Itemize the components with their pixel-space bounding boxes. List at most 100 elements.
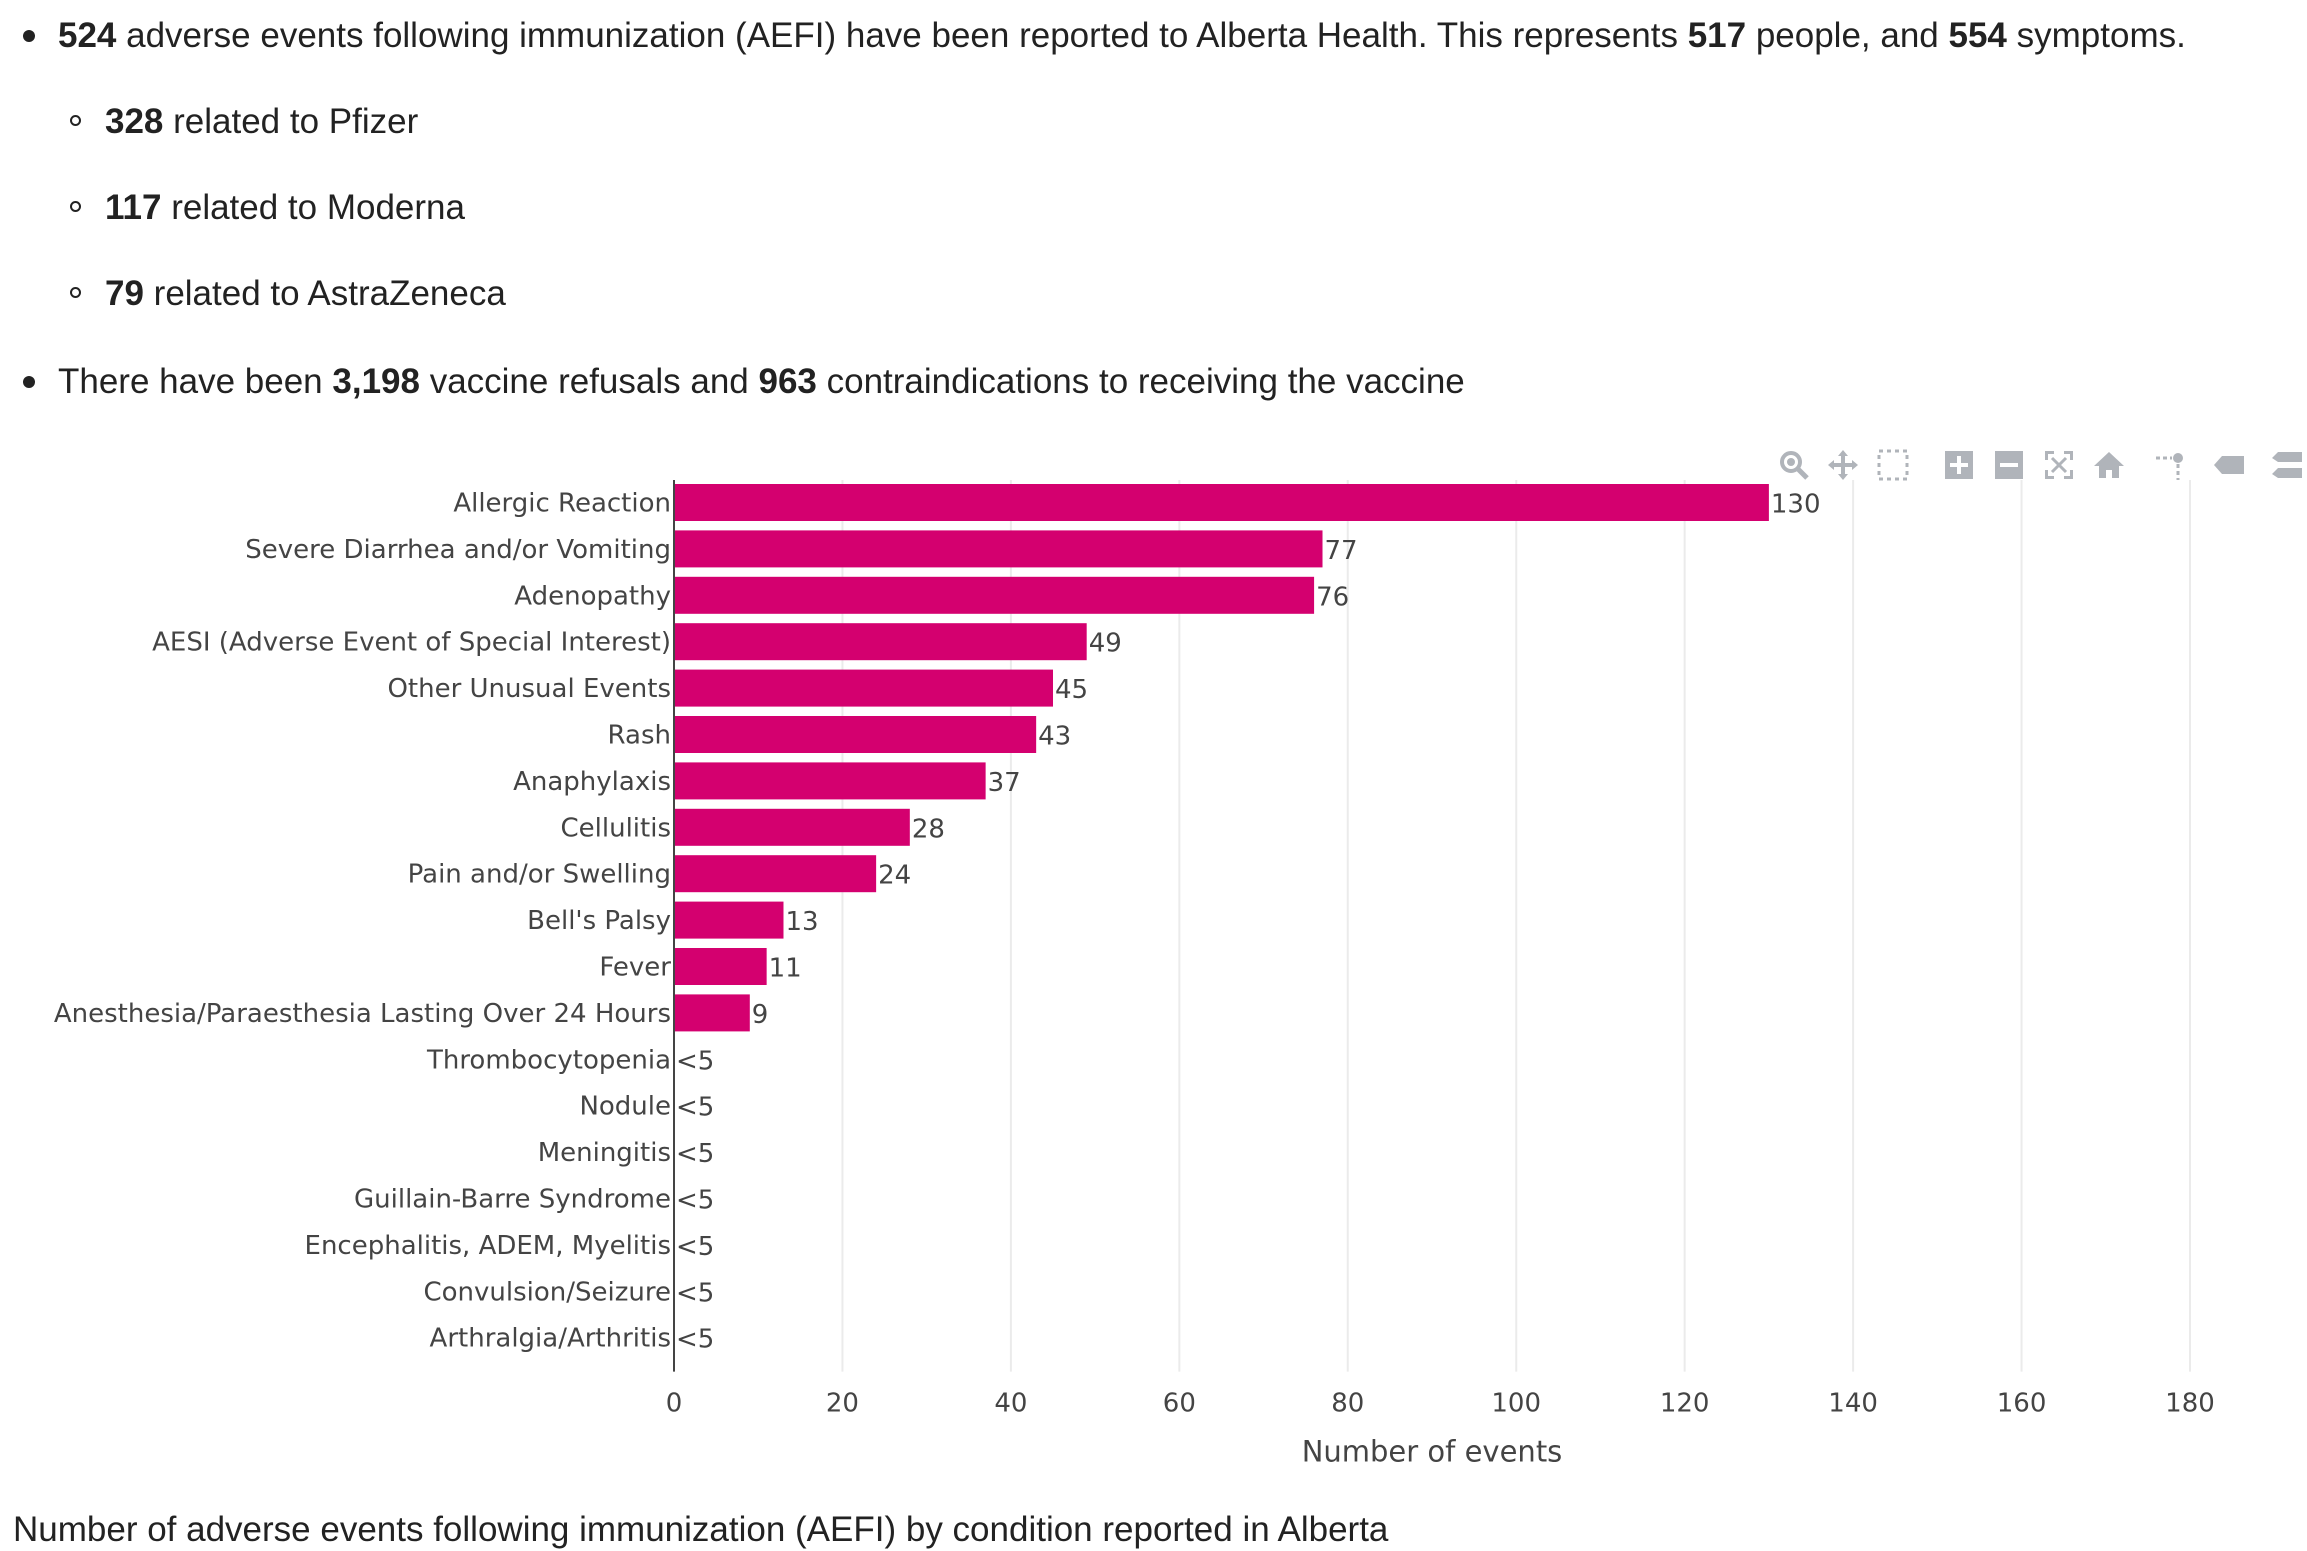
category-label: Arthralgia/Arthritis [430,1324,671,1354]
summary-text: vaccine refusals and [419,362,759,401]
data-label: 76 [1316,582,1349,612]
category-label: Meningitis [538,1138,671,1168]
category-label: Thrombocytopenia [426,1045,671,1075]
summary-line-events: 524 adverse events following immunizatio… [58,16,2186,56]
category-label: Other Unusual Events [387,674,671,704]
category-label: Cellulitis [561,813,672,843]
data-label: <5 [676,1232,714,1262]
data-label: 13 [785,907,818,937]
category-label: Guillain-Barre Syndrome [354,1185,671,1215]
category-label: AESI (Adverse Event of Special Interest) [152,628,671,658]
sub-text: related to Moderna [161,188,465,227]
zoom-icon[interactable] [1777,448,1811,482]
bar[interactable] [674,623,1087,661]
x-tick-label: 40 [994,1389,1027,1419]
sub-text: related to AstraZeneca [143,274,506,313]
data-label: <5 [676,1186,714,1216]
x-tick-label: 120 [1660,1389,1710,1419]
bullet-circle [70,287,81,298]
x-tick-label: 140 [1828,1389,1878,1419]
bullet-circle [70,115,81,126]
data-label: 37 [988,768,1021,798]
summary-subline-astrazeneca: 79 related to AstraZeneca [105,274,506,314]
box-select-icon[interactable] [1876,448,1910,482]
data-label: 9 [752,1000,769,1030]
x-tick-label: 0 [666,1389,683,1419]
bullet-circle [70,201,81,212]
data-label: <5 [676,1046,714,1076]
category-label: Severe Diarrhea and/or Vomiting [245,535,671,565]
bullet-dot [23,30,35,42]
category-label: Anaphylaxis [513,767,671,797]
summary-text: adverse events following immunization (A… [116,16,1688,55]
summary-text: people, and [1746,16,1949,55]
x-tick-label: 100 [1491,1389,1541,1419]
hover-compare-icon[interactable] [2268,448,2302,482]
pan-icon[interactable] [1826,448,1860,482]
moderna-count: 117 [105,188,162,227]
summary-subline-pfizer: 328 related to Pfizer [105,102,418,142]
bar[interactable] [674,855,877,893]
symptoms-count: 554 [1948,16,2007,55]
category-labels: Allergic Reaction Severe Diarrhea and/or … [54,489,671,1354]
data-label: 24 [878,861,911,891]
bar[interactable] [674,576,1315,614]
pfizer-count: 328 [105,102,164,141]
category-label: Allergic Reaction [453,489,671,519]
sub-text: related to Pfizer [163,102,419,141]
zoom-in-icon[interactable] [1942,448,1976,482]
bar[interactable] [674,948,767,985]
zoom-out-icon[interactable] [1992,448,2026,482]
bar[interactable] [674,901,784,939]
summary-text: There have been [58,362,333,401]
events-count: 524 [58,16,117,55]
spike-lines-icon[interactable] [2152,448,2186,482]
data-label: 49 [1089,629,1122,659]
category-label: Pain and/or Swelling [408,860,671,890]
summary-subline-moderna: 117 related to Moderna [105,188,465,228]
bars [674,484,1769,1032]
data-label: 77 [1325,536,1358,566]
bar[interactable] [674,530,1323,568]
category-label: Fever [599,953,671,983]
category-label: Nodule [579,1092,671,1122]
category-label: Adenopathy [514,581,671,611]
category-label: Anesthesia/Paraesthesia Lasting Over 24 … [54,999,671,1029]
data-label: 43 [1038,722,1071,752]
x-tick-label: 20 [826,1389,859,1419]
bar[interactable] [674,762,986,800]
x-tick-labels: 0 20 40 60 80 100 120 140 160 180 [666,1389,2215,1419]
refusals-count: 3,198 [332,362,420,401]
summary-line-refusals: There have been 3,198 vaccine refusals a… [58,362,1465,402]
x-tick-label: 60 [1163,1389,1196,1419]
data-label: <5 [676,1325,714,1355]
chart-caption: Number of adverse events following immun… [13,1510,1389,1549]
aefi-bar-chart: Allergic Reaction Severe Diarrhea and/or … [54,480,2215,1469]
bar[interactable] [674,669,1053,707]
summary-text: symptoms. [2006,16,2186,55]
astrazeneca-count: 79 [105,274,144,313]
category-label: Encephalitis, ADEM, Myelitis [305,1231,671,1261]
bar[interactable] [674,716,1037,753]
bar[interactable] [674,484,1769,521]
data-label: 28 [912,814,945,844]
data-label: 45 [1055,675,1088,705]
bullet-dot [23,376,35,388]
data-label: 130 [1771,490,1821,520]
data-label: <5 [676,1139,714,1169]
people-count: 517 [1687,16,1747,55]
bar[interactable] [674,808,910,846]
summary-text: contraindications to receiving the vacci… [816,362,1465,401]
reset-axes-icon[interactable] [2092,448,2126,482]
data-label: <5 [676,1093,714,1123]
data-label: 11 [769,954,802,984]
data-label: <5 [676,1278,714,1308]
bar[interactable] [674,994,750,1032]
category-label: Rash [608,721,671,751]
x-tick-label: 180 [2165,1389,2215,1419]
hover-closest-icon[interactable] [2212,448,2246,482]
autoscale-icon[interactable] [2042,448,2076,482]
category-label: Bell's Palsy [527,906,671,936]
category-label: Convulsion/Seizure [423,1277,671,1307]
